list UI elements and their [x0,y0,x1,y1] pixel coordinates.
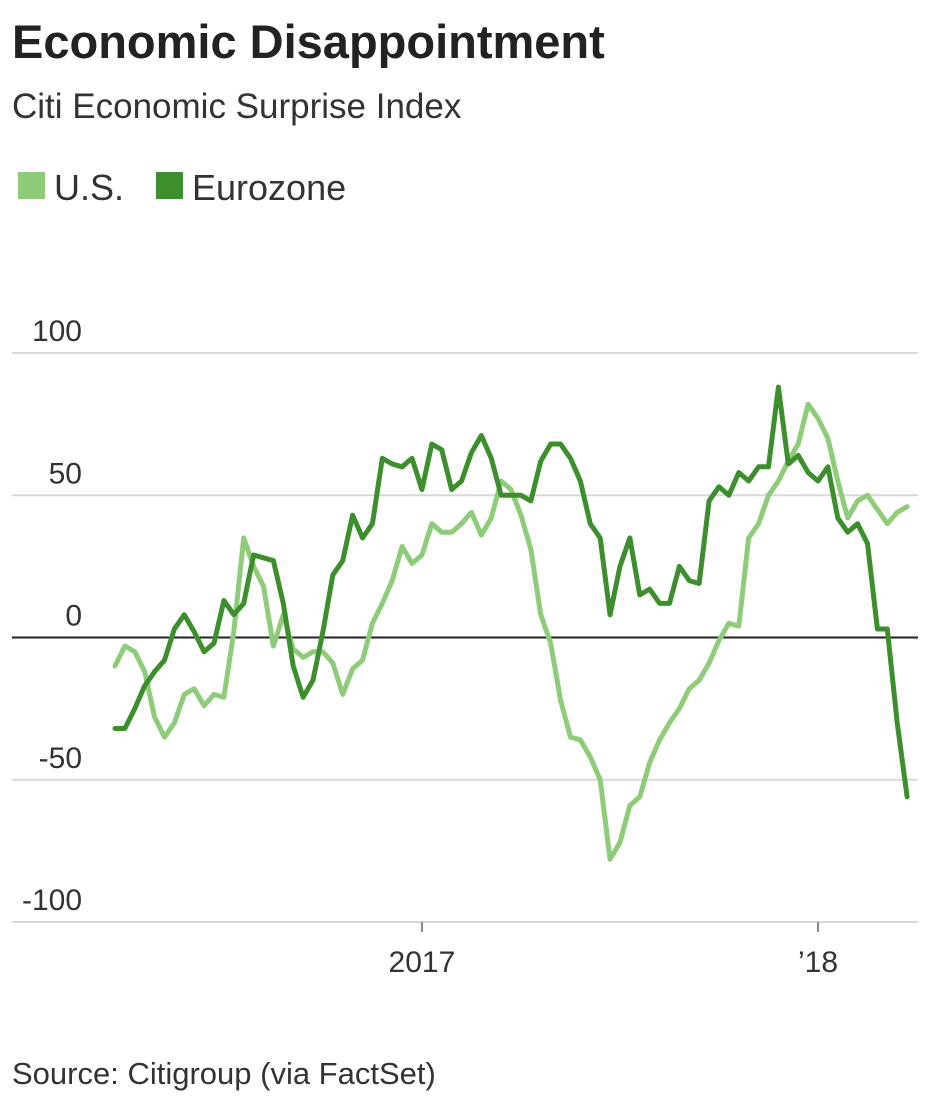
y-tick-label: 100 [32,315,82,348]
series-line [112,384,910,800]
legend-label: U.S. [54,167,124,208]
x-tick-label: 2017 [389,946,456,979]
source: Source: Citigroup (via FactSet) [12,1056,436,1091]
legend-label: Eurozone [192,167,346,208]
y-tick-label: 50 [49,457,82,490]
y-tick-label: -50 [39,742,82,775]
series-line [112,401,910,862]
legend-swatch [18,172,45,199]
x-tick-label: ’18 [798,946,838,979]
chart-subtitle: Citi Economic Surprise Index [12,87,462,126]
y-tick-label: 0 [65,600,82,633]
legend-swatch [156,172,184,199]
y-tick-label: -100 [22,884,82,917]
chart-title: Economic Disappointment [12,15,605,68]
